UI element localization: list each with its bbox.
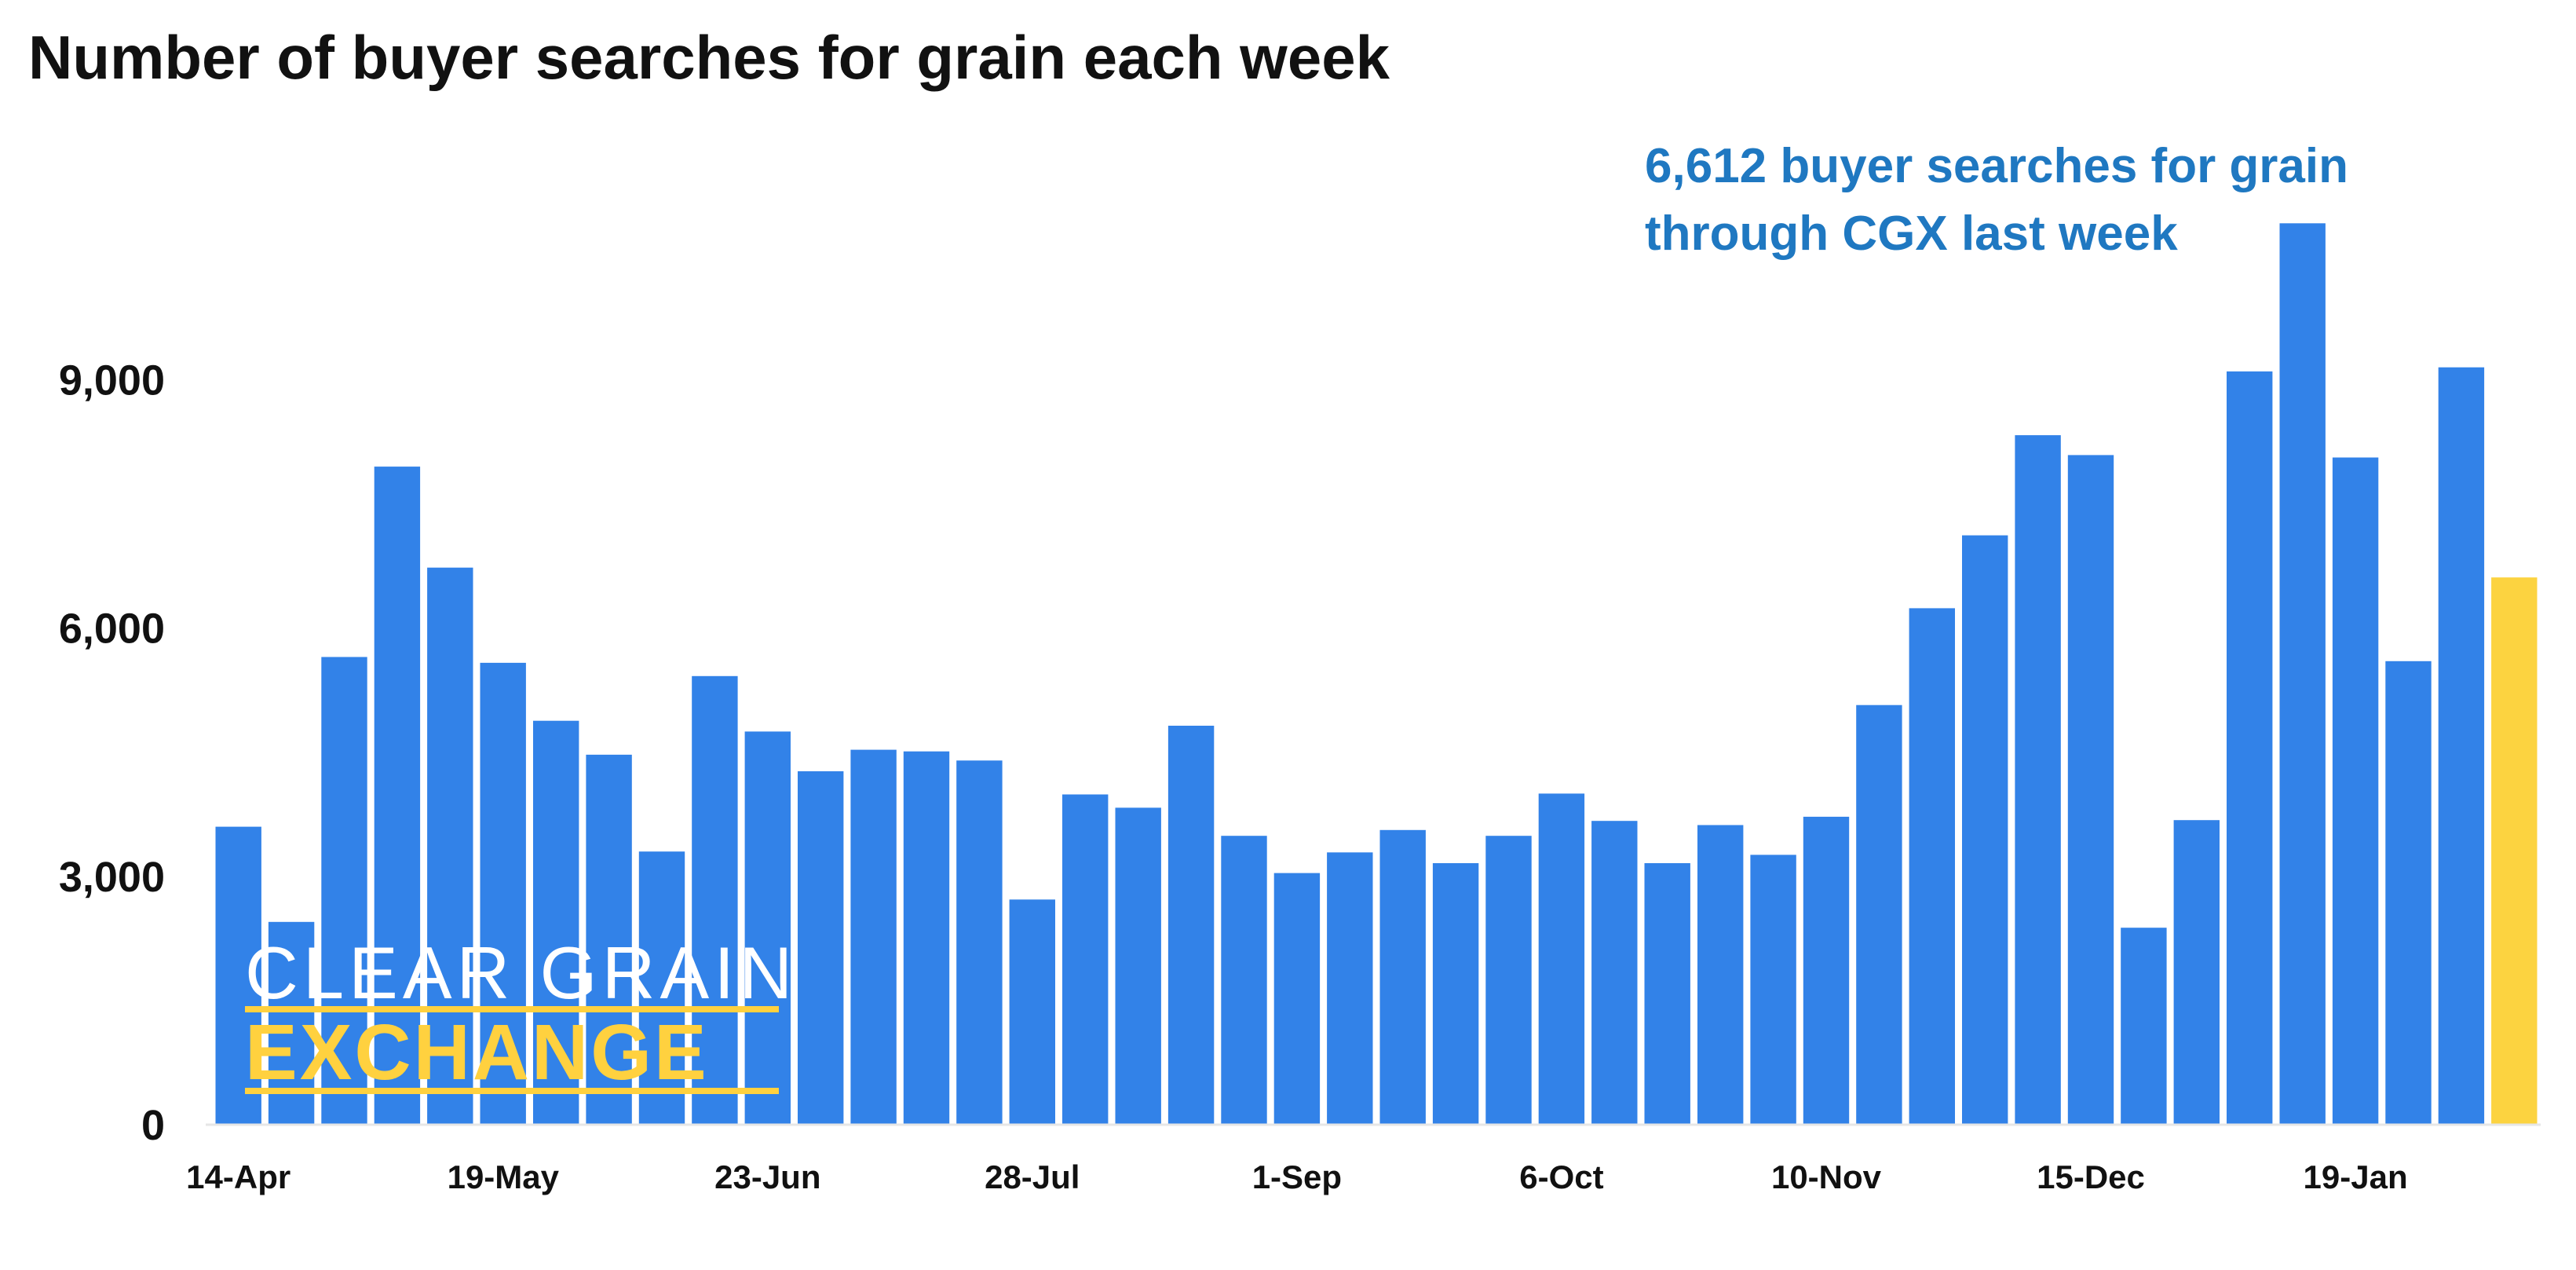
chart-title: Number of buyer searches for grain each … <box>28 23 1390 92</box>
x-tick-label: 28-Jul <box>985 1158 1080 1195</box>
bar <box>1167 726 1215 1125</box>
bar <box>2121 928 2167 1125</box>
bar <box>586 754 632 1125</box>
bar <box>956 760 1003 1125</box>
bar <box>1644 863 1690 1125</box>
bar <box>1432 863 1479 1125</box>
bar <box>2067 455 2114 1125</box>
bar <box>1009 899 1055 1125</box>
bar <box>1538 793 1585 1125</box>
bar <box>1273 873 1321 1125</box>
bar <box>1803 816 1850 1125</box>
annotation-line-1: 6,612 buyer searches for grain <box>1645 139 2348 193</box>
bar <box>374 467 421 1125</box>
x-tick-label: 1-Sep <box>1252 1158 1342 1195</box>
bar <box>1115 807 1161 1125</box>
y-tick-label: 3,000 <box>59 854 165 901</box>
logo-rule-bottom <box>245 1088 779 1094</box>
bar <box>1221 836 1267 1125</box>
bar <box>1062 794 1109 1125</box>
x-tick-label: 19-May <box>448 1158 560 1195</box>
bar <box>2438 367 2485 1125</box>
y-axis-ticks: 0 3,000 6,000 9,000 <box>59 357 165 1150</box>
y-tick-label: 6,000 <box>59 606 165 653</box>
bar <box>798 771 844 1125</box>
bar <box>903 751 950 1125</box>
bar <box>1909 608 1955 1125</box>
clear-grain-exchange-logo: CLEAR GRAIN EXCHANGE <box>245 931 795 1096</box>
bar <box>2015 435 2061 1125</box>
x-axis-ticks: 14-Apr 19-May 23-Jun 28-Jul 1-Sep 6-Oct 10-Nov… <box>186 1158 2407 1195</box>
bar <box>2279 223 2326 1125</box>
bar <box>850 749 897 1125</box>
x-tick-label: 6-Oct <box>1519 1158 1603 1195</box>
y-tick-label: 9,000 <box>59 357 165 404</box>
bar <box>1379 829 1426 1125</box>
bar <box>215 826 261 1125</box>
bar-highlighted-last-week <box>2491 577 2538 1125</box>
bar <box>1750 855 1796 1125</box>
y-tick-label: 0 <box>141 1102 165 1149</box>
x-tick-label: 23-Jun <box>714 1158 820 1195</box>
bar <box>533 720 579 1125</box>
bar <box>638 851 685 1125</box>
bar <box>427 567 473 1125</box>
annotation-line-2: through CGX last week <box>1645 207 2178 261</box>
bar <box>321 657 367 1125</box>
x-tick-label: 15-Dec <box>2037 1158 2145 1195</box>
logo-rule-top <box>245 1006 779 1012</box>
bar <box>692 675 738 1125</box>
bar <box>1485 836 1532 1125</box>
x-tick-label: 14-Apr <box>186 1158 290 1195</box>
bar <box>2332 457 2379 1125</box>
x-tick-label: 10-Nov <box>1771 1158 1882 1195</box>
bar <box>2227 371 2273 1125</box>
bars-group <box>215 223 2538 1125</box>
bar <box>1327 852 1373 1125</box>
bar <box>2173 820 2220 1125</box>
bar <box>2385 661 2432 1125</box>
bar <box>1962 535 2008 1125</box>
bar <box>744 731 791 1125</box>
logo-text-line-2: EXCHANGE <box>245 1008 709 1096</box>
bar <box>1856 705 1902 1125</box>
x-tick-label: 19-Jan <box>2304 1158 2408 1195</box>
bar <box>1591 821 1638 1125</box>
bar <box>480 662 526 1125</box>
logo-text-line-1: CLEAR GRAIN <box>245 931 798 1014</box>
bar <box>1697 825 1744 1125</box>
